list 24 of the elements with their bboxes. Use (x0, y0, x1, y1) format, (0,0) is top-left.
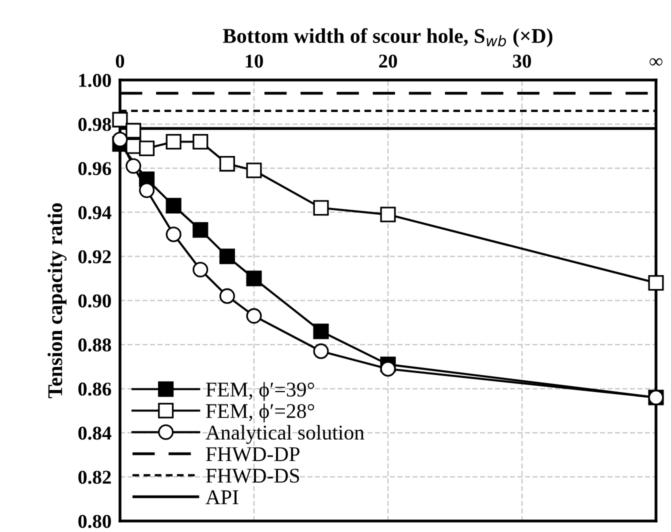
y-tick-label: 0.98 (78, 118, 112, 132)
legend-label: API (206, 490, 238, 504)
x-tick-label: ∞ (650, 58, 662, 66)
legend-label: FHWD-DS (206, 468, 300, 483)
x-tick-label: 30 (513, 54, 531, 68)
y-tick-label: 0.94 (78, 206, 112, 220)
x-axis-title: Bottom width of scour hole, S$_{wb}$ (×D) (222, 28, 552, 48)
y-tick-label: 0.90 (78, 294, 111, 308)
y-axis-title: Tension capacity ratio (48, 203, 67, 398)
legend-label: FEM, ϕ′=39° (206, 382, 314, 401)
legend-label: FEM, ϕ′=28° (206, 403, 314, 422)
y-tick-label: 0.92 (78, 250, 111, 264)
y-tick-label: 0.84 (78, 426, 112, 440)
x-tick-label: 10 (246, 54, 263, 68)
legend-label: Analytical solution (206, 424, 364, 444)
legend-label: FHWD-DP (206, 447, 300, 462)
y-tick-label: 1.00 (79, 74, 111, 88)
y-tick-label: 0.80 (78, 514, 111, 528)
x-tick-label: 0 (116, 54, 124, 68)
y-tick-label: 0.86 (78, 382, 112, 396)
x-tick-label: 20 (379, 54, 397, 68)
y-tick-label: 0.96 (78, 162, 112, 176)
y-tick-label: 0.88 (78, 338, 112, 352)
y-tick-label: 0.82 (78, 470, 111, 484)
